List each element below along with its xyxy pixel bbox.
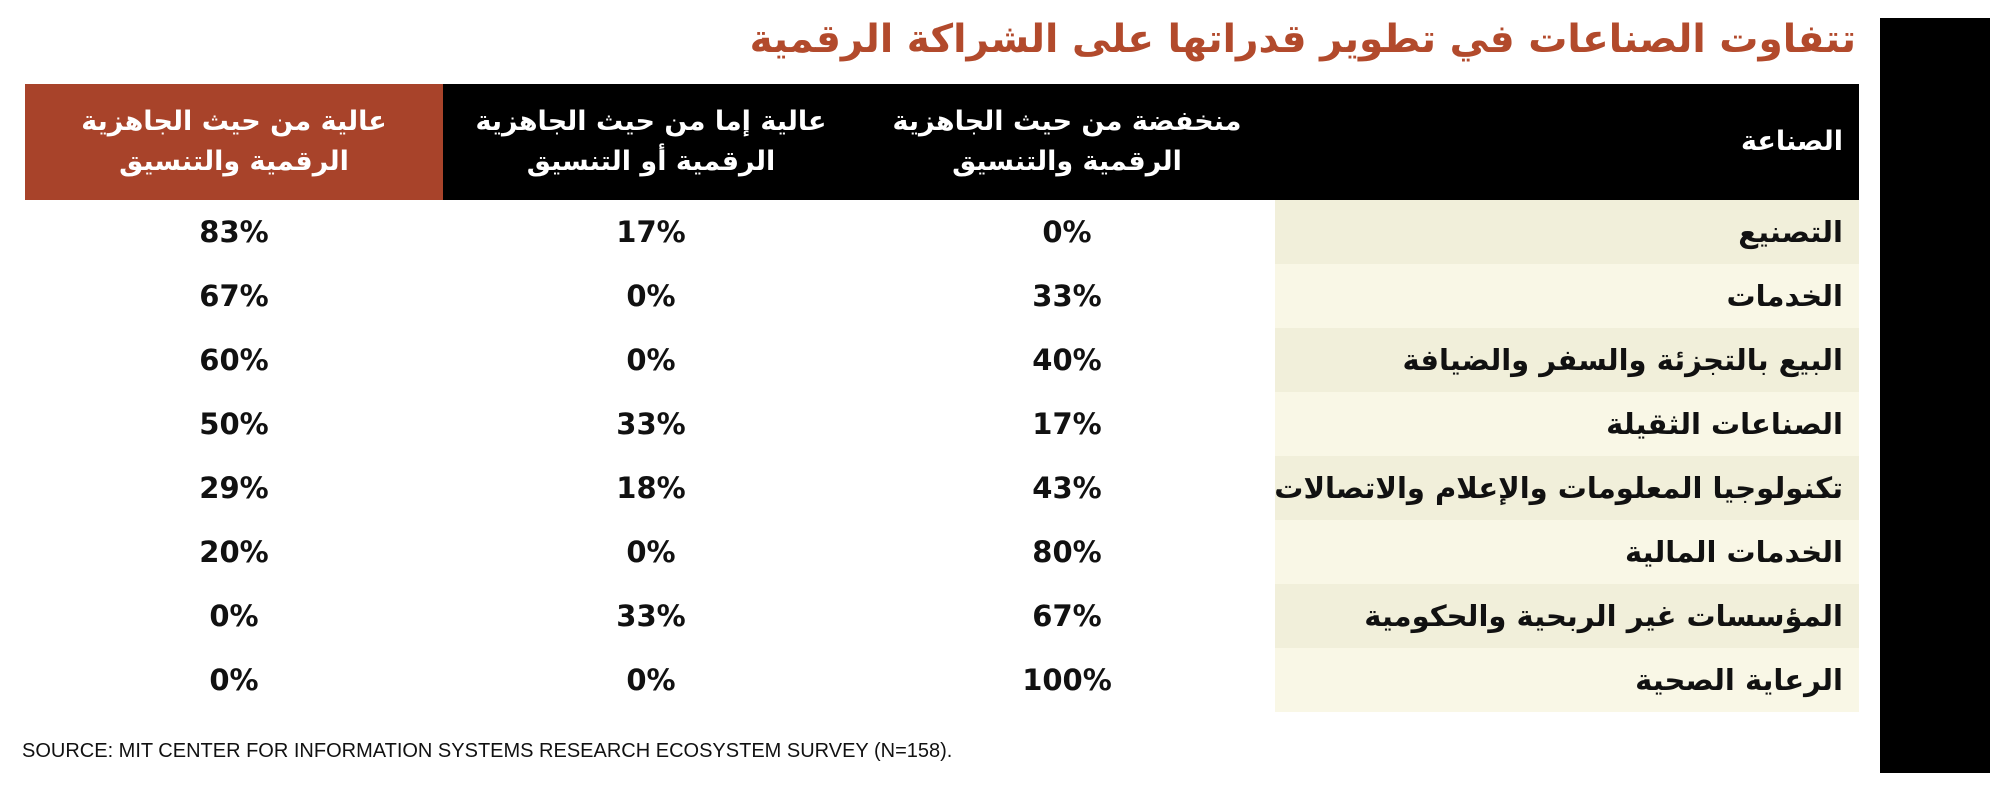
data-table: الصناعة منخفضة من حيث الجاهزية الرقمية و… xyxy=(25,84,1859,712)
high-value-cell: 29% xyxy=(199,471,269,505)
either-value-cell: 0% xyxy=(626,343,676,377)
low-value-cell: 40% xyxy=(1032,343,1102,377)
high-value-cell: 83% xyxy=(199,215,269,249)
header-row: الصناعة منخفضة من حيث الجاهزية الرقمية و… xyxy=(25,84,1859,200)
high-value-cell: 20% xyxy=(199,535,269,569)
industry-cell: المؤسسات غير الربحية والحكومية xyxy=(1275,584,1859,648)
industry-cell: الخدمات xyxy=(1275,264,1859,328)
table-row: البيع بالتجزئة والسفر والضيافة 40% 0% 60… xyxy=(25,328,1859,392)
low-value-cell: 0% xyxy=(1042,215,1092,249)
table-row: الرعاية الصحية 100% 0% 0% xyxy=(25,648,1859,712)
chart-title: تتفاوت الصناعات في تطوير قدراتها على الش… xyxy=(749,17,1856,62)
source-note: SOURCE: MIT CENTER FOR INFORMATION SYSTE… xyxy=(22,740,953,762)
column-header-low: منخفضة من حيث الجاهزية الرقمية والتنسيق xyxy=(859,84,1275,200)
table-row: التصنيع 0% 17% 83% xyxy=(25,200,1859,264)
low-value-cell: 80% xyxy=(1032,535,1102,569)
column-header-either: عالية إما من حيث الجاهزية الرقمية أو الت… xyxy=(443,84,859,200)
side-bar-decoration xyxy=(1880,18,1990,773)
table-row: المؤسسات غير الربحية والحكومية 67% 33% 0… xyxy=(25,584,1859,648)
low-value-cell: 33% xyxy=(1032,279,1102,313)
either-value-cell: 0% xyxy=(626,279,676,313)
industry-cell: الرعاية الصحية xyxy=(1275,648,1859,712)
high-value-cell: 0% xyxy=(209,663,259,697)
low-value-cell: 43% xyxy=(1032,471,1102,505)
industry-cell: الصناعات الثقيلة xyxy=(1275,392,1859,456)
low-value-cell: 17% xyxy=(1032,407,1102,441)
column-header-industry: الصناعة xyxy=(1275,84,1859,200)
column-header-high: عالية من حيث الجاهزية الرقمية والتنسيق xyxy=(25,84,443,200)
low-value-cell: 100% xyxy=(1022,663,1112,697)
industry-cell: الخدمات المالية xyxy=(1275,520,1859,584)
table-row: الخدمات 33% 0% 67% xyxy=(25,264,1859,328)
industry-cell: تكنولوجيا المعلومات والإعلام والاتصالات xyxy=(1274,456,1859,520)
low-value-cell: 67% xyxy=(1032,599,1102,633)
either-value-cell: 33% xyxy=(616,407,686,441)
high-value-cell: 50% xyxy=(199,407,269,441)
either-value-cell: 0% xyxy=(626,663,676,697)
high-value-cell: 67% xyxy=(199,279,269,313)
high-value-cell: 60% xyxy=(199,343,269,377)
high-value-cell: 0% xyxy=(209,599,259,633)
industry-cell: التصنيع xyxy=(1275,200,1859,264)
either-value-cell: 33% xyxy=(616,599,686,633)
table-row: تكنولوجيا المعلومات والإعلام والاتصالات … xyxy=(25,456,1859,520)
industry-cell: البيع بالتجزئة والسفر والضيافة xyxy=(1275,328,1859,392)
either-value-cell: 18% xyxy=(616,471,686,505)
either-value-cell: 0% xyxy=(626,535,676,569)
table-row: الصناعات الثقيلة 17% 33% 50% xyxy=(25,392,1859,456)
either-value-cell: 17% xyxy=(616,215,686,249)
table-row: الخدمات المالية 80% 0% 20% xyxy=(25,520,1859,584)
